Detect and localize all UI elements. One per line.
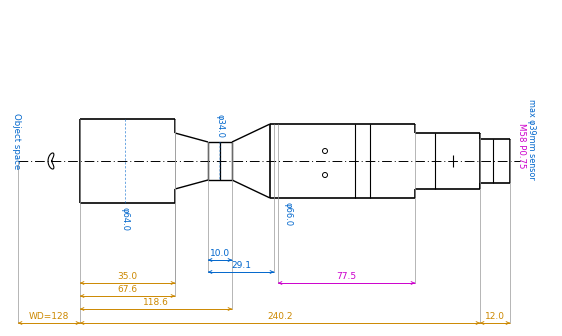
Text: Object space: Object space xyxy=(12,113,21,169)
Text: 67.6: 67.6 xyxy=(117,285,138,294)
Text: φ66.0: φ66.0 xyxy=(283,202,292,226)
Text: 12.0: 12.0 xyxy=(485,312,505,321)
Text: WD=128: WD=128 xyxy=(29,312,69,321)
Text: 29.1: 29.1 xyxy=(231,261,251,270)
Text: 240.2: 240.2 xyxy=(268,312,293,321)
Text: max φ39mm sensor: max φ39mm sensor xyxy=(527,99,536,179)
Text: 118.6: 118.6 xyxy=(143,298,169,307)
Text: 77.5: 77.5 xyxy=(337,272,356,281)
Text: 10.0: 10.0 xyxy=(210,249,230,258)
Text: φ64.0: φ64.0 xyxy=(120,207,129,231)
Text: 35.0: 35.0 xyxy=(117,272,138,281)
Text: M58 P0.75: M58 P0.75 xyxy=(517,123,526,169)
Text: φ34.0: φ34.0 xyxy=(215,114,224,138)
